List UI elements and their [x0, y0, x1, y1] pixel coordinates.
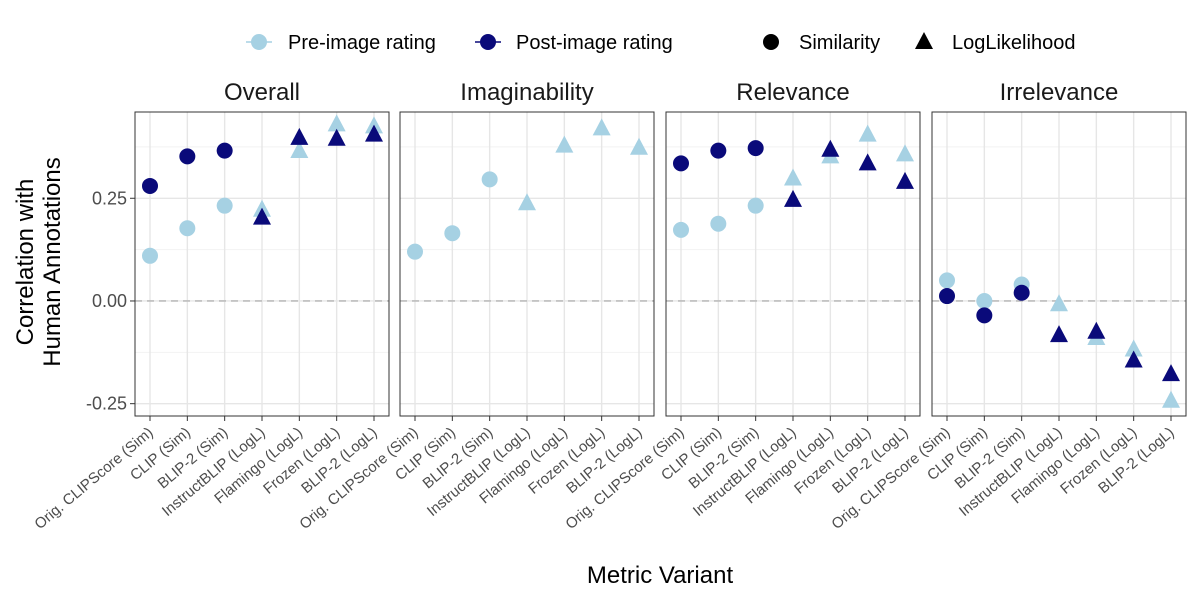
- legend-post-label: Post-image rating: [516, 32, 673, 54]
- pre-point-relevance-2: [747, 197, 764, 214]
- legend-pre-dot: [251, 34, 267, 50]
- y-tick-label: -0.25: [86, 394, 127, 414]
- pre-point-irrelevance-5: [1124, 339, 1143, 357]
- post-point-relevance-2: [747, 140, 764, 157]
- legend-loglikelihood-label: LogLikelihood: [952, 32, 1075, 54]
- y-axis-title-line2: Human Annotations: [39, 157, 66, 366]
- post-point-relevance-3: [784, 189, 802, 207]
- pre-point-overall-2: [216, 197, 233, 214]
- pre-point-imaginability-3: [518, 193, 536, 211]
- y-tick-label: 0.25: [92, 188, 127, 208]
- pre-point-overall-1: [179, 220, 196, 237]
- post-point-irrelevance-4: [1087, 321, 1106, 339]
- pre-point-imaginability-1: [444, 225, 461, 242]
- post-point-irrelevance-5: [1124, 350, 1143, 368]
- legend-triangle-icon: [915, 32, 933, 49]
- post-point-relevance-0: [673, 155, 689, 172]
- post-point-irrelevance-1: [976, 307, 993, 324]
- legend-item-similarity: Similarity: [763, 32, 880, 54]
- pre-point-irrelevance-3: [1050, 294, 1068, 312]
- post-point-relevance-1: [710, 142, 727, 159]
- legend-post-dot: [480, 34, 496, 50]
- panel-title-overall: Overall: [224, 79, 300, 106]
- post-point-relevance-4: [821, 139, 840, 157]
- pre-point-imaginability-5: [592, 118, 611, 136]
- pre-point-irrelevance-1: [976, 292, 993, 309]
- legend-item-loglikelihood: LogLikelihood: [915, 32, 1075, 54]
- post-point-overall-4: [290, 127, 309, 145]
- pre-point-relevance-0: [673, 221, 689, 238]
- post-point-overall-0: [142, 177, 158, 194]
- pre-point-imaginability-4: [555, 135, 574, 153]
- post-point-overall-5: [327, 128, 346, 146]
- legend-item-post: Post-image rating: [475, 32, 673, 54]
- panel-title-imaginability: Imaginability: [460, 79, 593, 106]
- pre-point-overall-4: [290, 141, 309, 159]
- x-axis-title: Metric Variant: [587, 562, 734, 589]
- post-point-irrelevance-0: [939, 288, 955, 305]
- post-point-irrelevance-3: [1050, 325, 1068, 343]
- legend: Pre-image rating Post-image rating Simil…: [246, 32, 1075, 54]
- panel-title-relevance: Relevance: [736, 79, 849, 106]
- panel-title-irrelevance: Irrelevance: [1000, 79, 1119, 106]
- legend-similarity-label: Similarity: [799, 32, 880, 54]
- post-point-irrelevance-6: [1162, 364, 1180, 382]
- pre-point-overall-5: [327, 114, 346, 132]
- pre-point-overall-0: [142, 247, 158, 264]
- post-point-irrelevance-2: [1013, 284, 1030, 301]
- post-point-relevance-5: [858, 153, 877, 171]
- legend-circle-icon: [763, 34, 779, 50]
- legend-item-pre: Pre-image rating: [246, 32, 436, 54]
- pre-point-imaginability-2: [481, 171, 498, 188]
- pre-point-imaginability-6: [630, 137, 648, 155]
- pre-point-imaginability-0: [407, 243, 423, 260]
- y-axis-title-line1: Correlation with: [12, 179, 39, 346]
- legend-pre-label: Pre-image rating: [288, 32, 436, 54]
- post-point-overall-3: [253, 207, 271, 225]
- post-point-overall-6: [365, 124, 383, 142]
- post-point-overall-1: [179, 148, 196, 165]
- pre-point-relevance-5: [858, 124, 877, 142]
- y-tick-label: 0.00: [92, 291, 127, 311]
- pre-point-relevance-6: [896, 144, 914, 162]
- pre-point-irrelevance-0: [939, 272, 955, 289]
- post-point-overall-2: [216, 142, 233, 159]
- pre-point-relevance-3: [784, 168, 802, 186]
- pre-point-relevance-1: [710, 215, 727, 232]
- post-point-relevance-6: [896, 171, 914, 189]
- pre-point-irrelevance-6: [1162, 390, 1180, 408]
